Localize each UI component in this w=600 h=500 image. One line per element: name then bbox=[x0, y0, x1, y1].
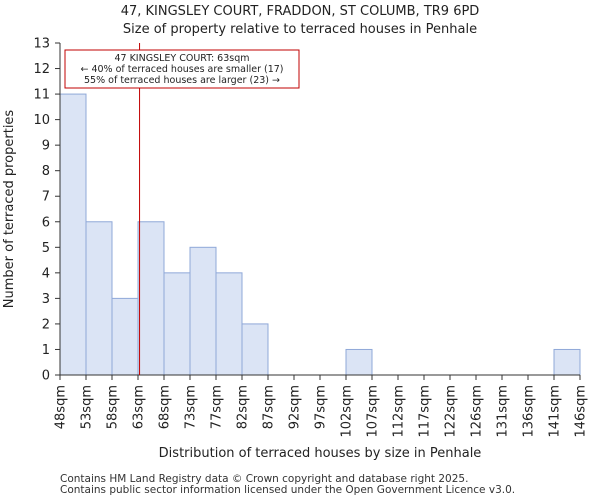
x-tick-label: 122sqm bbox=[444, 385, 459, 438]
x-tick-label: 102sqm bbox=[340, 385, 355, 438]
histogram-bar bbox=[553, 348, 581, 376]
histogram-bar bbox=[215, 272, 243, 376]
x-tick-label: 63sqm bbox=[132, 385, 147, 429]
x-tick-label: 87sqm bbox=[262, 385, 277, 429]
y-tick-label: 6 bbox=[42, 215, 50, 230]
annotation-text: 47 KINGSLEY COURT: 63sqm bbox=[114, 53, 249, 64]
x-tick-label: 146sqm bbox=[574, 385, 589, 438]
y-tick-label: 13 bbox=[33, 37, 50, 52]
x-axis-label: Distribution of terraced houses by size … bbox=[159, 446, 482, 461]
histogram-bar bbox=[137, 221, 165, 376]
histogram-bar bbox=[111, 297, 139, 376]
x-tick-label: 117sqm bbox=[418, 385, 433, 438]
footer-licence: Contains public sector information licen… bbox=[60, 484, 516, 496]
y-tick-label: 5 bbox=[42, 241, 50, 256]
y-tick-label: 7 bbox=[42, 190, 50, 205]
histogram-bar bbox=[241, 323, 269, 376]
x-tick-label: 58sqm bbox=[106, 385, 121, 429]
y-tick-label: 12 bbox=[33, 62, 50, 77]
x-tick-label: 68sqm bbox=[158, 385, 173, 429]
annotation-box bbox=[64, 49, 300, 89]
histogram-bar bbox=[85, 221, 113, 376]
x-tick-label: 48sqm bbox=[54, 385, 69, 429]
x-tick-label: 107sqm bbox=[366, 385, 381, 438]
x-tick-label: 92sqm bbox=[288, 385, 303, 429]
annotation-text: 55% of terraced houses are larger (23) → bbox=[84, 75, 280, 86]
y-tick-label: 2 bbox=[42, 317, 50, 332]
x-tick-label: 136sqm bbox=[522, 385, 537, 438]
x-tick-label: 141sqm bbox=[548, 385, 563, 438]
x-tick-label: 126sqm bbox=[470, 385, 485, 438]
y-tick-label: 8 bbox=[42, 164, 50, 179]
histogram-bar bbox=[163, 272, 191, 376]
y-tick-label: 4 bbox=[42, 266, 50, 281]
y-tick-label: 10 bbox=[33, 113, 50, 128]
annotation-text: ← 40% of terraced houses are smaller (17… bbox=[80, 64, 283, 75]
x-tick-label: 53sqm bbox=[80, 385, 95, 429]
y-tick-label: 9 bbox=[42, 139, 50, 154]
y-tick-label: 1 bbox=[42, 343, 50, 358]
x-tick-label: 97sqm bbox=[314, 385, 329, 429]
footer-copyright: Contains HM Land Registry data © Crown c… bbox=[60, 473, 469, 485]
x-tick-label: 112sqm bbox=[392, 385, 407, 438]
x-tick-label: 77sqm bbox=[210, 385, 225, 429]
x-tick-label: 82sqm bbox=[236, 385, 251, 429]
chart-title: 47, KINGSLEY COURT, FRADDON, ST COLUMB, … bbox=[120, 4, 480, 19]
chart-subtitle: Size of property relative to terraced ho… bbox=[122, 22, 478, 37]
x-tick-label: 131sqm bbox=[496, 385, 511, 438]
histogram-bar bbox=[59, 93, 87, 376]
x-tick-label: 73sqm bbox=[184, 385, 199, 429]
y-tick-label: 11 bbox=[33, 88, 50, 103]
histogram-bar bbox=[345, 348, 373, 376]
y-tick-label: 3 bbox=[42, 292, 50, 307]
y-axis-label: Number of terraced properties bbox=[2, 110, 17, 309]
histogram-bar bbox=[189, 246, 217, 376]
y-tick-label: 0 bbox=[42, 369, 50, 384]
